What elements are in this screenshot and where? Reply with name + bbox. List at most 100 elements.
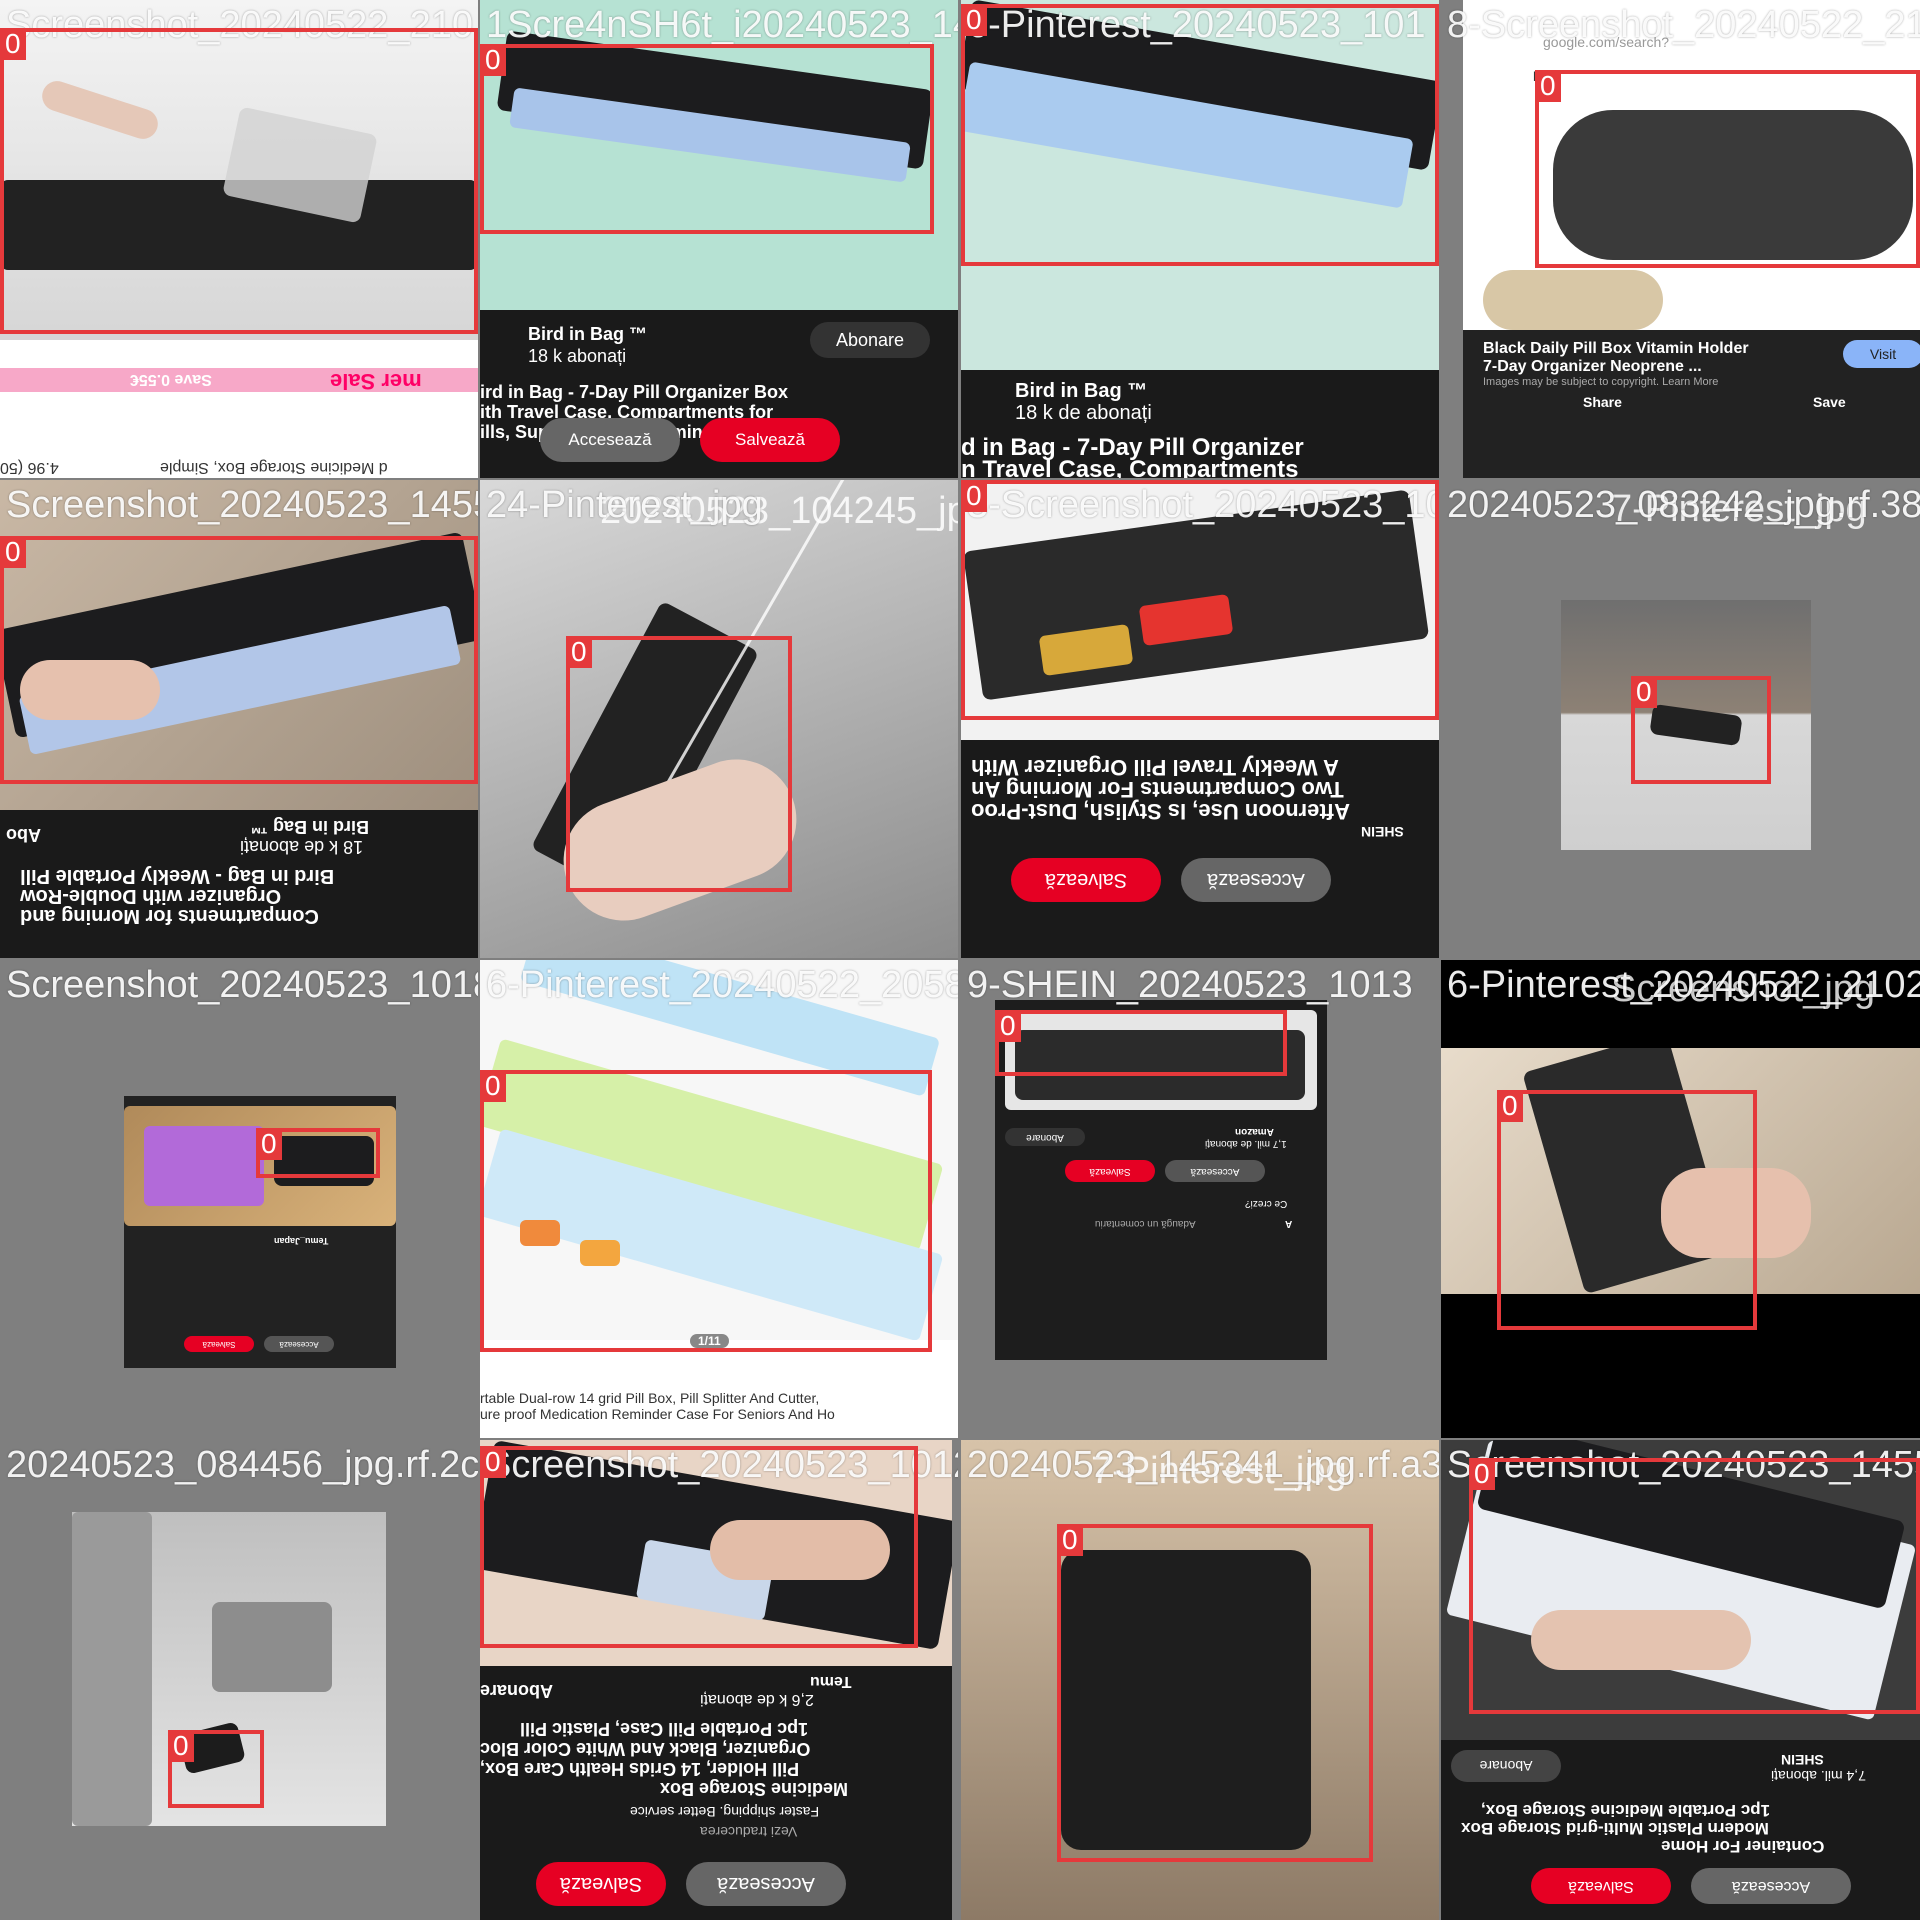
acceseaza-button[interactable]: Accesează <box>264 1336 334 1352</box>
tile-caption: 24-Pinterest_jpg <box>486 484 763 526</box>
translate-link[interactable]: Vezi traducerea <box>700 1824 798 1840</box>
acceseaza-button[interactable]: Accesează <box>1691 1868 1851 1904</box>
result-title: Black Daily Pill Box Vitamin Holder <box>1483 340 1749 357</box>
pin-footer: Bird in Bag ™ 18 k abonați Abonare ird i… <box>480 310 958 478</box>
channel-name: Bird in Bag ™ <box>528 324 648 344</box>
tile: Bird in Bag ™ 18 k de abonați d in Bag -… <box>961 0 1439 478</box>
bounding-box: 0 <box>0 28 478 334</box>
photo <box>72 1512 386 1826</box>
pin-footer: A Weekly Travel Pill Organizer With Two … <box>961 740 1439 958</box>
salveaza-button[interactable]: Salvează <box>1011 858 1161 902</box>
bounding-box: 0 <box>480 44 934 234</box>
bounding-box: 0 <box>168 1730 264 1808</box>
save-button[interactable]: Save <box>1813 394 1846 410</box>
acceseaza-button[interactable]: Accesează <box>686 1862 846 1906</box>
tile-caption: 6-Pinterest_20240523_101 <box>967 4 1426 46</box>
channel-name: Bird in Bag ™ <box>1015 380 1148 402</box>
pin-title: 1pc Portable Pill Case, Plastic Pill <box>520 1719 809 1739</box>
tile: google.com/search? Bay Black Daily Pill … <box>1441 0 1920 478</box>
class-label: 0 <box>995 1010 1021 1042</box>
channel-name: Bird in Bag ™ <box>250 817 370 837</box>
photo: Amazon 1,7 mil. de abonați Abonare Salve… <box>995 1000 1327 1360</box>
avatar: A <box>1285 1218 1293 1229</box>
class-label: 0 <box>961 4 987 36</box>
comment-input[interactable]: Adaugă un comentariu <box>1095 1218 1196 1229</box>
class-label: 0 <box>480 1070 506 1102</box>
visit-button[interactable]: Visit <box>1843 340 1920 368</box>
acceseaza-button[interactable]: Accesează <box>540 418 680 462</box>
tile-caption: 1Scre4nSH6t_i20240523_1456 <box>486 4 958 46</box>
channel-name: Amazon <box>1235 1126 1274 1137</box>
tile-caption: 20240523_145341_jpg.rf.a3 <box>967 1444 1439 1486</box>
bounding-box: 0 <box>995 1010 1287 1076</box>
channel-name: SHEIN <box>1361 824 1404 840</box>
tile: mer Sale Save 0.55€ d Medicine Storage B… <box>0 0 478 478</box>
class-label: 0 <box>1469 1458 1495 1490</box>
acceseaza-button[interactable]: Accesează <box>1181 858 1331 902</box>
overlay-text: 7-Pinterest_jpg <box>1091 1450 1347 1492</box>
tile-caption: Screenshot_20240523_1012 <box>486 1444 958 1486</box>
salveaza-button[interactable]: Salvează <box>1065 1160 1155 1182</box>
bounding-box: 0 <box>1057 1524 1373 1862</box>
salveaza-button[interactable]: Salvează <box>536 1862 666 1906</box>
salveaza-button[interactable]: Salvează <box>700 418 840 462</box>
pin-title: 1pc Portable Medicine Storage Box, <box>1481 1801 1771 1820</box>
salveaza-button[interactable]: Salvează <box>184 1336 254 1352</box>
pin-title: d in Bag - 7-Day Pill Organizer <box>961 434 1304 461</box>
overlay-text: 7-Pinterest_jpg <box>1611 488 1867 530</box>
pin-title: Modern Plastic Multi-grid Storage Box <box>1461 1819 1769 1838</box>
tile-caption: Screenshot_20240523_1455 <box>6 484 478 526</box>
bounding-box: 0 <box>961 480 1439 720</box>
abonare-button[interactable]: Abonare <box>480 1681 554 1701</box>
tile-caption: Screenshot_20240522_210 <box>6 4 473 46</box>
abonare-button[interactable]: Abonare <box>1005 1128 1085 1146</box>
shipping-note: Faster shipping. Better service <box>630 1804 820 1820</box>
tile: Temu_Japan Accesează Salvează Screenshot… <box>0 960 478 1438</box>
pin-title: Organizer, Black And White Color Bloc <box>480 1739 811 1759</box>
photo <box>480 960 958 1340</box>
pin-title: Compartments for Morning and <box>20 905 319 927</box>
photo <box>480 1440 952 1666</box>
pin-title: n Travel Case, Compartments <box>961 456 1299 478</box>
class-label: 0 <box>168 1730 194 1762</box>
class-label: 0 <box>961 480 987 512</box>
salveaza-button[interactable]: Salvează <box>1531 1868 1671 1904</box>
copyright-note: Images may be subject to copyright. Lear… <box>1483 376 1719 388</box>
overlay-text: 20240523_104245_jpg.rf.62 <box>600 490 958 532</box>
tile: 20240523_084456_jpg.rf.2c 0 <box>0 1440 478 1920</box>
image-counter: 1/11 <box>690 1334 729 1348</box>
share-button[interactable]: Share <box>1583 394 1622 410</box>
overlay-text: 4.96 (50 <box>0 459 59 476</box>
pin-title: Afternoon Use, Is Stylish, Dust-Proo <box>971 799 1350 824</box>
photo <box>480 480 958 958</box>
photo <box>1441 1048 1920 1294</box>
tile: Amazon 1,7 mil. de abonați Abonare Salve… <box>961 960 1439 1438</box>
tile-caption: 6-Pinterest_20240522_2102 <box>1447 964 1920 1006</box>
class-label: 0 <box>1057 1524 1083 1556</box>
overlay-text: Screenshot_jpg <box>1611 968 1876 1010</box>
tile: Screenshot_jpg 6-Pinterest_20240522_2102… <box>1441 960 1920 1438</box>
bounding-box: 0 <box>1497 1090 1757 1330</box>
photo <box>1441 1440 1920 1740</box>
class-label: 0 <box>480 44 506 76</box>
photo <box>961 480 1439 740</box>
tile: Bird in Bag ™ 18 k abonați Abonare ird i… <box>480 0 958 478</box>
class-label: 0 <box>1535 70 1561 102</box>
tile-caption: 3-Screenshot_20240523_101 <box>967 484 1439 526</box>
tile-caption: 9-SHEIN_20240523_1013 <box>967 964 1413 1006</box>
overlay-text: Save 0.55€ <box>130 371 212 388</box>
address-bar: google.com/search? <box>1543 34 1670 50</box>
abonare-button[interactable]: Abo <box>6 825 41 845</box>
product-title: ure proof Medication Reminder Case For S… <box>480 1406 835 1422</box>
comment-prompt: Ce crezi? <box>1245 1198 1288 1209</box>
abonare-button[interactable]: Abonare <box>810 322 930 358</box>
bounding-box: 0 <box>256 1128 380 1178</box>
abonare-button[interactable]: Abonare <box>1451 1750 1561 1782</box>
acceseaza-button[interactable]: Accesează <box>1165 1160 1265 1182</box>
overlay-text: d Medicine Storage Box, Simple <box>160 459 388 476</box>
photo <box>480 0 958 310</box>
tile: SHEIN 7,4 mil. abonați Abonare 1pc Porta… <box>1441 1440 1920 1920</box>
tile-caption: Screenshot_20240523_1455 <box>1447 1444 1920 1486</box>
tile-caption: Screenshot_20240523_1018 <box>6 964 478 1006</box>
tile-caption: 8-Screenshot_20240522_2103 <box>1447 4 1920 46</box>
